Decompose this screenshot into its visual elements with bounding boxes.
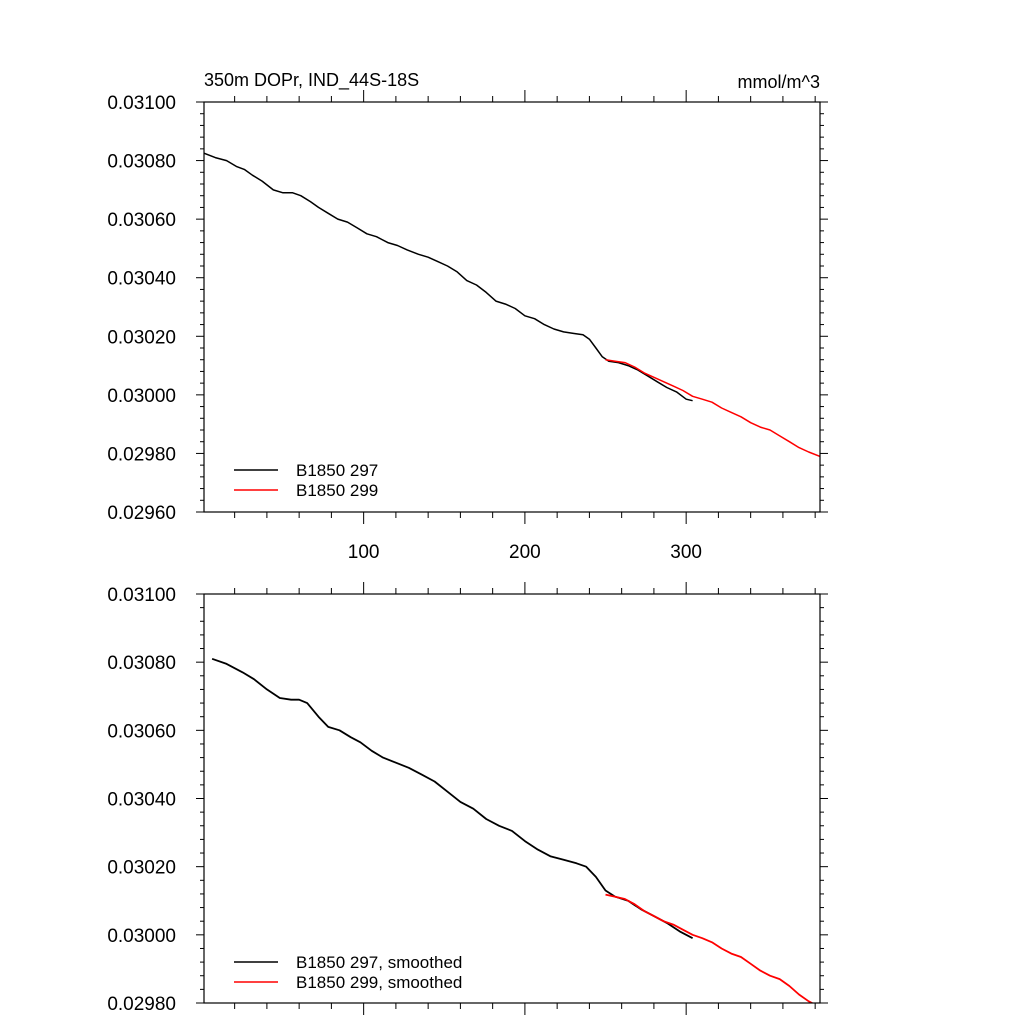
y-tick-label: 0.03100 (107, 93, 176, 114)
y-tick-label: 0.03060 (107, 210, 176, 231)
y-tick-label: 0.03040 (107, 790, 176, 811)
y-tick-label: 0.02980 (107, 444, 176, 465)
y-tick-label: 0.03080 (107, 152, 176, 173)
y-tick-label: 0.03000 (107, 926, 176, 947)
y-tick-label: 0.03020 (107, 327, 176, 348)
legend-label: B1850 299, smoothed (296, 973, 462, 992)
y-tick-label: 0.03020 (107, 858, 176, 879)
bottom-panel: 0.02980 0.03000 0.03020 0.03040 0.03060 0.030… (107, 582, 828, 1015)
plot-frame (203, 593, 821, 1004)
series-line-0 (204, 152, 693, 402)
y-tick-label: 0.03060 (107, 721, 176, 742)
legend-label: B1850 297 (296, 461, 378, 480)
y-tick-label: 0.02960 (107, 503, 176, 524)
legend-label: B1850 297, smoothed (296, 953, 462, 972)
chart-units: mmol/m^3 (738, 72, 820, 92)
series-line-1 (605, 358, 820, 458)
y-tick-label: 0.03040 (107, 269, 176, 290)
y-tick-label: 0.03000 (107, 386, 176, 407)
x-tick-label: 100 (348, 542, 380, 563)
y-tick-label: 0.02980 (107, 994, 176, 1015)
y-tick-label: 0.03100 (107, 585, 176, 606)
y-tick-label: 0.03080 (107, 653, 176, 674)
series-line-0 (211, 657, 694, 939)
top-panel: 0.02960 0.02980 0.03000 0.03020 0.03040 0.030… (107, 70, 828, 563)
legend-label: B1850 299 (296, 481, 378, 500)
plot-frame (203, 101, 821, 513)
series-line-1 (605, 893, 814, 1003)
chart-title: 350m DOPr, IND_44S-18S (204, 70, 419, 91)
x-tick-label: 300 (670, 542, 702, 563)
x-tick-label: 200 (509, 542, 541, 563)
